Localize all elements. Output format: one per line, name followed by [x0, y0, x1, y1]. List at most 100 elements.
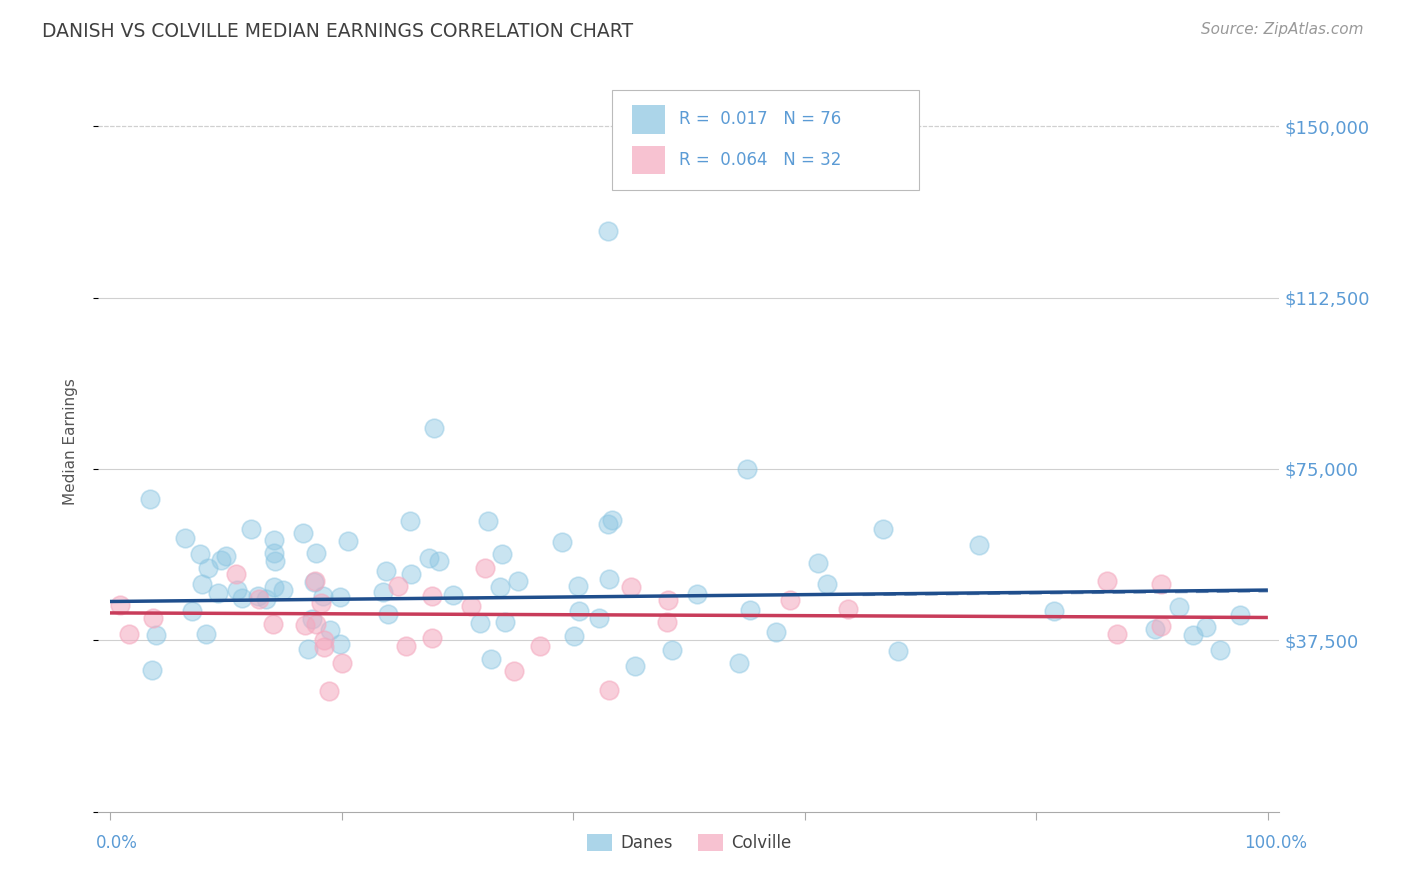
Point	[491, 547, 513, 561]
Point	[312, 589, 335, 603]
Point	[551, 535, 574, 549]
Point	[661, 643, 683, 657]
Point	[190, 577, 212, 591]
Point	[765, 625, 787, 640]
Point	[395, 639, 418, 653]
Point	[399, 567, 422, 582]
Point	[529, 639, 551, 653]
Point	[837, 601, 859, 615]
Text: Source: ZipAtlas.com: Source: ZipAtlas.com	[1201, 22, 1364, 37]
Point	[1195, 620, 1218, 634]
Point	[872, 522, 894, 536]
Point	[305, 546, 328, 560]
Point	[887, 644, 910, 658]
Point	[624, 658, 647, 673]
Point	[263, 546, 285, 560]
Point	[1105, 627, 1128, 641]
Point	[142, 611, 165, 625]
Point	[815, 577, 838, 591]
Point	[319, 623, 342, 637]
Point	[329, 637, 352, 651]
Point	[387, 579, 409, 593]
Point	[477, 514, 499, 528]
Point	[1168, 599, 1191, 614]
Point	[302, 575, 325, 590]
Text: 0.0%: 0.0%	[96, 834, 138, 852]
Point	[441, 588, 464, 602]
Point	[139, 491, 162, 506]
Point	[291, 525, 314, 540]
Point	[188, 547, 211, 561]
Point	[1095, 574, 1118, 588]
Point	[271, 583, 294, 598]
Point	[330, 656, 353, 670]
FancyBboxPatch shape	[633, 105, 665, 134]
Point	[596, 517, 619, 532]
Point	[600, 513, 623, 527]
Point	[620, 581, 643, 595]
Point	[1144, 622, 1167, 636]
Point	[173, 531, 195, 545]
Text: R =  0.017   N = 76: R = 0.017 N = 76	[679, 111, 842, 128]
Point	[399, 514, 422, 528]
Point	[1209, 642, 1232, 657]
Point	[263, 554, 285, 568]
FancyBboxPatch shape	[612, 90, 920, 190]
Point	[181, 604, 204, 618]
Point	[207, 586, 229, 600]
Point	[231, 591, 253, 605]
Y-axis label: Median Earnings: Median Earnings	[63, 378, 77, 505]
Point	[1150, 576, 1173, 591]
Point	[494, 615, 516, 629]
Point	[329, 590, 352, 604]
Point	[967, 538, 990, 552]
Point	[336, 533, 359, 548]
Point	[301, 612, 323, 626]
Point	[225, 582, 247, 597]
Point	[247, 589, 270, 603]
Point	[468, 615, 491, 630]
Point	[598, 572, 620, 586]
Point	[420, 590, 443, 604]
Point	[318, 684, 340, 698]
Point	[1150, 619, 1173, 633]
Point	[508, 574, 530, 589]
Point	[657, 615, 679, 629]
Text: DANISH VS COLVILLE MEDIAN EARNINGS CORRELATION CHART: DANISH VS COLVILLE MEDIAN EARNINGS CORRE…	[42, 22, 633, 41]
Point	[254, 591, 277, 606]
Point	[479, 651, 502, 665]
Point	[562, 629, 585, 643]
Point	[377, 607, 399, 621]
Point	[598, 682, 620, 697]
Point	[304, 617, 326, 632]
Point	[262, 616, 284, 631]
Point	[312, 640, 335, 654]
Point	[118, 627, 141, 641]
Point	[1182, 628, 1205, 642]
Point	[686, 586, 709, 600]
Point	[596, 224, 619, 238]
Text: 100.0%: 100.0%	[1244, 834, 1308, 852]
Point	[418, 551, 440, 566]
Legend: Danes, Colville: Danes, Colville	[581, 828, 797, 859]
Point	[735, 462, 758, 476]
FancyBboxPatch shape	[633, 146, 665, 174]
Point	[460, 599, 482, 614]
Point	[312, 632, 335, 647]
Point	[215, 549, 238, 564]
Point	[588, 611, 610, 625]
Point	[489, 580, 512, 594]
Point	[145, 628, 167, 642]
Point	[567, 579, 589, 593]
Point	[263, 533, 285, 547]
Point	[309, 596, 332, 610]
Point	[247, 591, 270, 606]
Point	[738, 603, 761, 617]
Point	[568, 604, 591, 618]
Point	[1229, 608, 1251, 623]
Point	[474, 560, 496, 574]
Point	[141, 664, 163, 678]
Point	[374, 564, 396, 578]
Point	[427, 554, 450, 568]
Point	[197, 560, 219, 574]
